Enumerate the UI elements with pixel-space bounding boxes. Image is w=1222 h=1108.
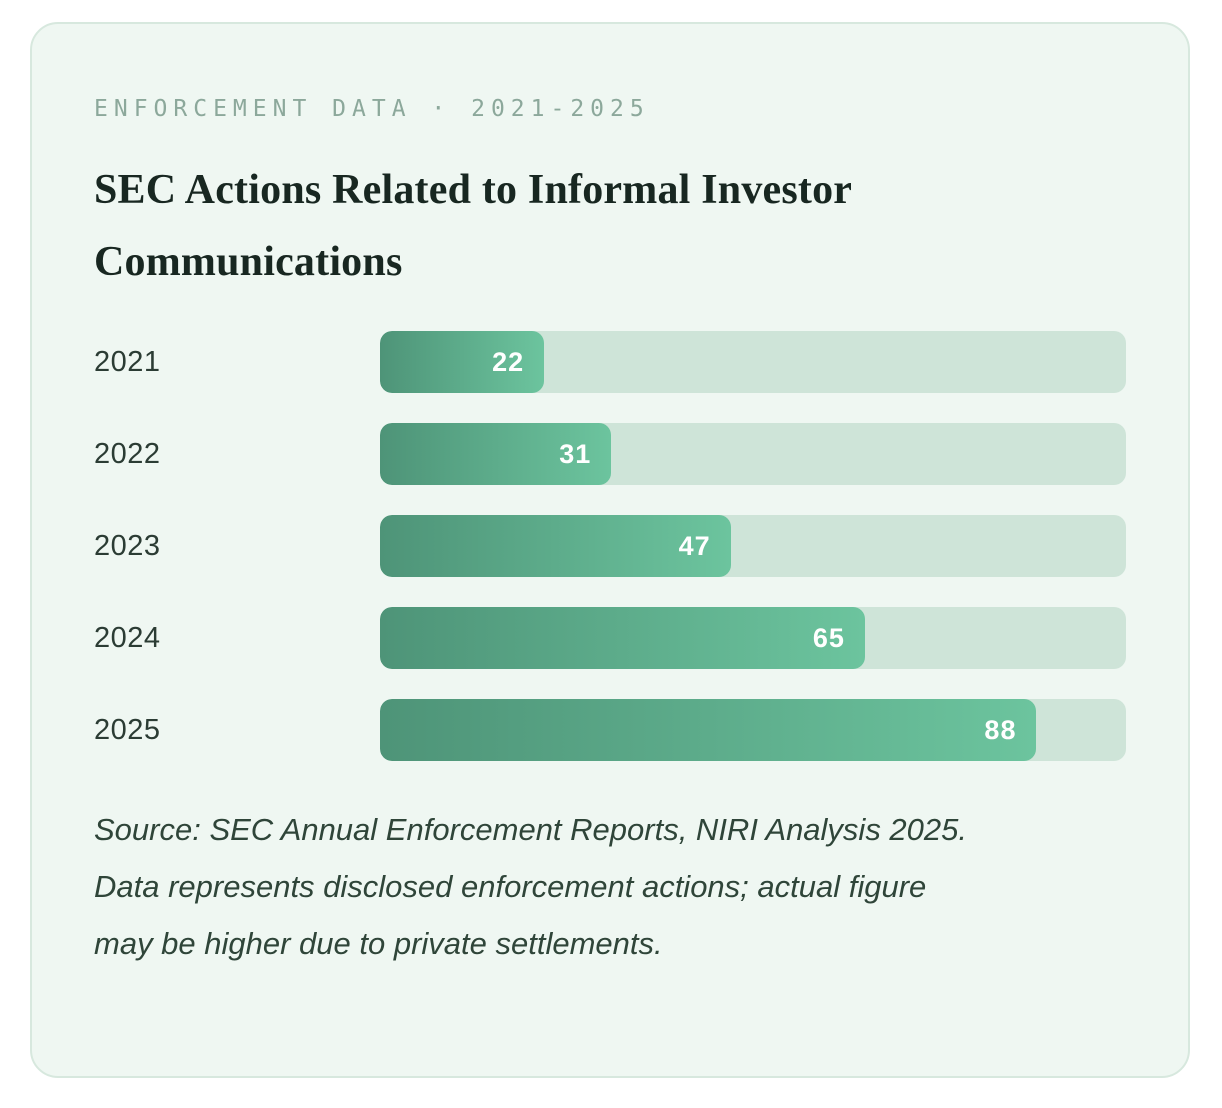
chart-row: 2021 22 xyxy=(94,331,1126,393)
source-note: Source: SEC Annual Enforcement Reports, … xyxy=(94,812,968,961)
bar-track: 47 xyxy=(380,515,1126,577)
bar-value-label: 22 xyxy=(492,346,525,377)
chart-row: 2025 88 xyxy=(94,699,1126,761)
bar-fill: 65 xyxy=(380,607,865,669)
year-label: 2023 xyxy=(94,529,161,562)
chart-row: 2024 65 xyxy=(94,607,1126,669)
chart-row: 2023 47 xyxy=(94,515,1126,577)
chart-card: ENFORCEMENT DATA · 2021-2025 SEC Actions… xyxy=(30,22,1190,1078)
bar-track: 22 xyxy=(380,331,1126,393)
chart-row: 2022 31 xyxy=(94,423,1126,485)
bar-fill: 88 xyxy=(380,699,1037,761)
year-label: 2022 xyxy=(94,437,161,470)
bar-fill: 31 xyxy=(380,423,612,485)
bar-chart: 2021 22 2022 31 2023 47 2024 65 2025 88 xyxy=(94,331,1126,761)
bar-fill: 47 xyxy=(380,515,731,577)
bar-track: 65 xyxy=(380,607,1126,669)
eyebrow-label: ENFORCEMENT DATA · 2021-2025 xyxy=(94,96,650,122)
bar-value-label: 47 xyxy=(678,530,711,561)
year-label: 2024 xyxy=(94,621,161,654)
bar-track: 31 xyxy=(380,423,1126,485)
bar-track: 88 xyxy=(380,699,1126,761)
chart-title: SEC Actions Related to Informal Investor… xyxy=(94,167,852,285)
bar-value-label: 65 xyxy=(812,622,845,653)
year-label: 2021 xyxy=(94,345,161,378)
year-label: 2025 xyxy=(94,713,161,746)
bar-fill: 22 xyxy=(380,331,545,393)
bar-value-label: 88 xyxy=(984,714,1017,745)
bar-value-label: 31 xyxy=(559,438,592,469)
